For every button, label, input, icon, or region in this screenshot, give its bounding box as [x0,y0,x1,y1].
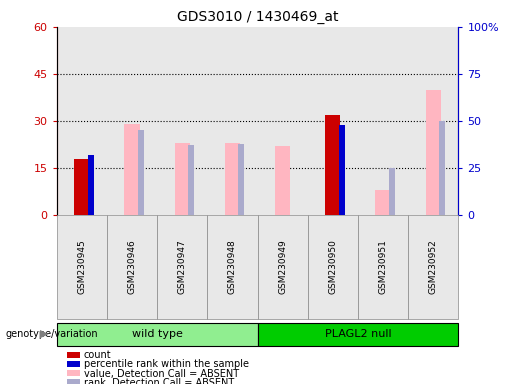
Text: PLAGL2 null: PLAGL2 null [324,329,391,339]
Bar [74,159,89,215]
Text: GSM230950: GSM230950 [329,240,337,294]
Text: percentile rank within the sample: percentile rank within the sample [84,359,249,369]
Bar [225,143,240,215]
Bar [375,190,390,215]
Bar [275,146,290,215]
Bar [138,131,144,215]
Bar [88,155,94,215]
Text: value, Detection Call = ABSENT: value, Detection Call = ABSENT [84,369,239,379]
Text: GSM230952: GSM230952 [429,240,438,294]
Text: GSM230948: GSM230948 [228,240,237,294]
Text: ▶: ▶ [40,329,48,339]
Text: GSM230947: GSM230947 [178,240,186,294]
Bar [439,121,445,215]
Bar [125,124,140,215]
Text: GSM230946: GSM230946 [128,240,136,294]
Bar [389,168,395,215]
Bar [175,143,190,215]
Bar [339,125,345,215]
Text: GSM230945: GSM230945 [77,240,86,294]
Bar [426,89,441,215]
Text: genotype/variation: genotype/variation [5,329,98,339]
Text: rank, Detection Call = ABSENT: rank, Detection Call = ABSENT [84,378,234,384]
Text: GSM230949: GSM230949 [278,240,287,294]
Bar [325,115,340,215]
Text: wild type: wild type [132,329,182,339]
Bar [238,144,245,215]
Title: GDS3010 / 1430469_at: GDS3010 / 1430469_at [177,10,338,25]
Text: count: count [84,350,112,360]
Bar [188,146,194,215]
Text: GSM230951: GSM230951 [379,240,387,294]
